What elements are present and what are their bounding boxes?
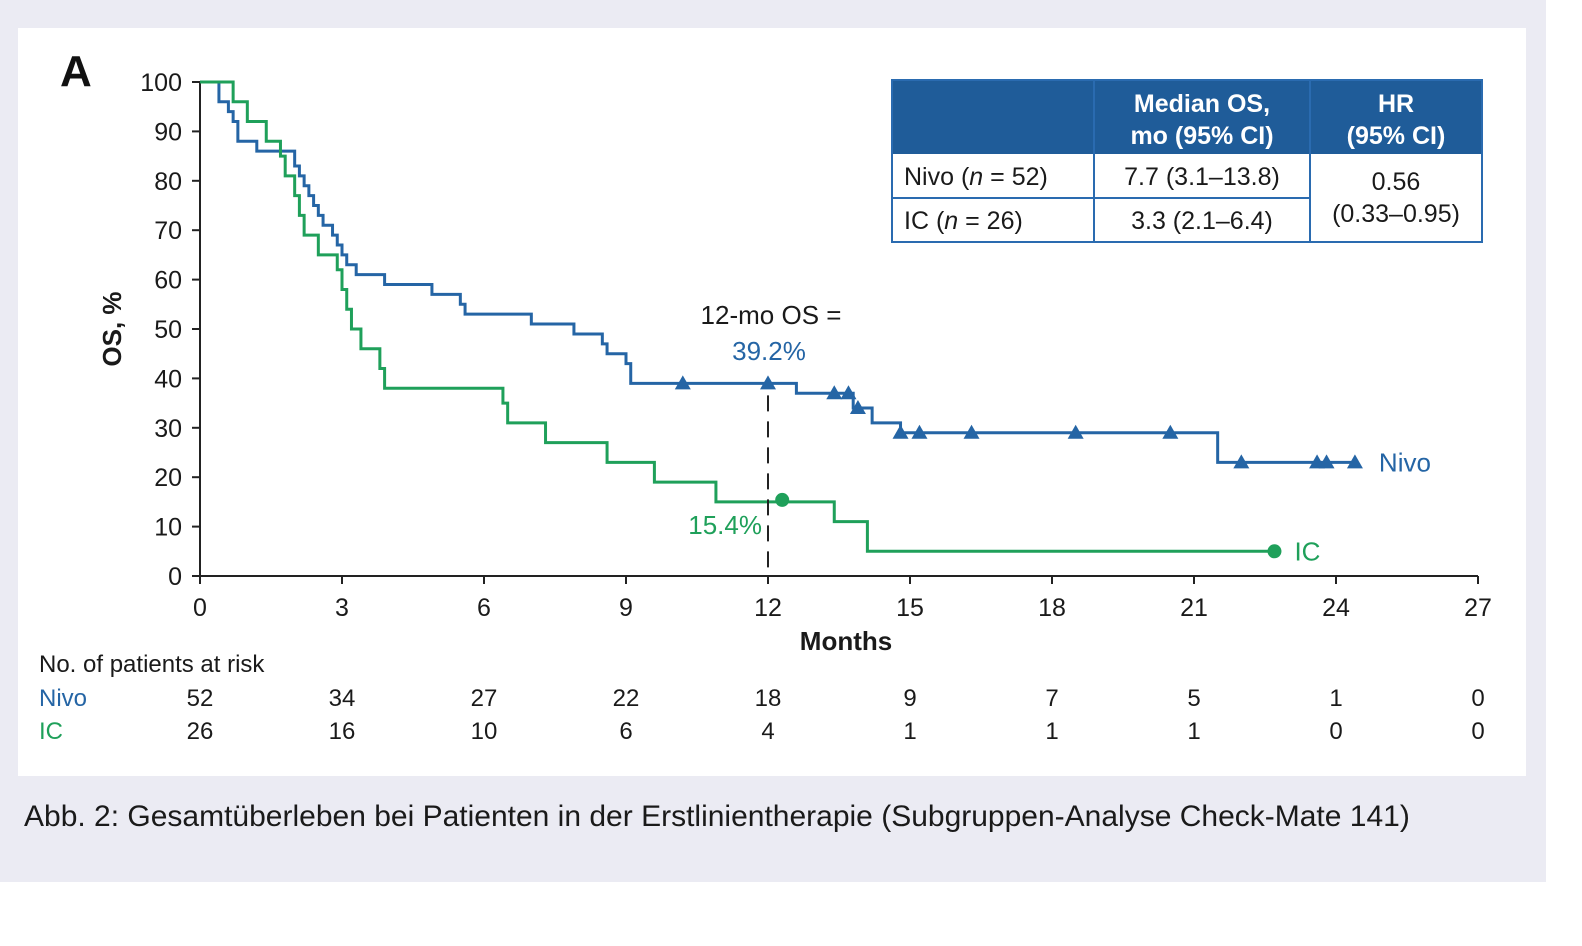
risk-count: 5 <box>1187 685 1200 712</box>
x-tick-label: 3 <box>335 594 349 622</box>
figure-frame: A 0 10 20 30 40 50 60 70 80 90 100 0 3 6 9 12 15 18 21 24 27… <box>0 0 1546 882</box>
annotation-ic-value: 15.4% <box>688 510 762 540</box>
x-axis-title: Months <box>800 626 892 656</box>
y-axis-title: OS, % <box>97 291 127 366</box>
table-header-median-line2: mo (95% CI) <box>1130 122 1273 150</box>
table-row-label-suffix: = 26) <box>958 207 1023 235</box>
figure-caption: Abb. 2: Gesamtüberleben bei Patienten in… <box>24 800 1410 833</box>
curve-nivo <box>200 80 1355 464</box>
censor-mark-nivo <box>1346 454 1363 469</box>
x-tick-label: 6 <box>477 594 491 622</box>
x-tick-label: 18 <box>1038 594 1066 622</box>
censor-mark-nivo <box>1318 454 1335 469</box>
censor-mark-nivo <box>840 385 857 400</box>
risk-row-label-ic: IC <box>39 718 63 745</box>
risk-count: 0 <box>1471 718 1484 745</box>
y-tick-label: 80 <box>154 168 182 196</box>
risk-count: 22 <box>613 685 640 712</box>
panel-label: A <box>60 47 92 96</box>
x-tick-label: 15 <box>896 594 924 622</box>
y-tick-label: 90 <box>154 118 182 146</box>
risk-count: 1 <box>1329 685 1342 712</box>
risk-table-title: No. of patients at risk <box>39 651 265 678</box>
x-tick-label: 21 <box>1180 594 1208 622</box>
censor-mark-nivo <box>1067 424 1084 439</box>
axes: 0 10 20 30 40 50 60 70 80 90 100 0 3 6 9 12 15 18 21 24 27 Mo… <box>97 69 1492 656</box>
risk-count: 1 <box>1187 718 1200 745</box>
table-header-median-line1: Median OS, <box>1134 90 1270 118</box>
table-row-label-prefix: IC ( <box>904 207 945 235</box>
chart-panel: A 0 10 20 30 40 50 60 70 80 90 100 0 3 6 9 12 15 18 21 24 27… <box>18 28 1526 776</box>
x-tick-label: 24 <box>1322 594 1350 622</box>
risk-count: 0 <box>1329 718 1342 745</box>
risk-count: 52 <box>187 685 214 712</box>
risk-count: 9 <box>903 685 916 712</box>
y-tick-label: 40 <box>154 365 182 393</box>
table-row-label-n: n <box>969 163 983 191</box>
censor-mark-ic <box>775 492 790 507</box>
y-tick-label: 30 <box>154 415 182 443</box>
y-tick-label: 0 <box>168 563 182 591</box>
risk-count: 6 <box>619 718 632 745</box>
risk-count: 0 <box>1471 685 1484 712</box>
censor-mark-nivo <box>849 400 866 415</box>
table-row-label-suffix: = 52) <box>983 163 1048 191</box>
curve-ic <box>200 80 1275 553</box>
table-header-background <box>892 80 1482 154</box>
survival-curves: Nivo IC <box>200 80 1431 566</box>
risk-count: 1 <box>903 718 916 745</box>
risk-count: 18 <box>755 685 782 712</box>
censor-mark-nivo <box>963 424 980 439</box>
table-median-value: 7.7 (3.1–13.8) <box>1124 163 1280 191</box>
censor-mark-nivo <box>892 424 909 439</box>
risk-count: 34 <box>329 685 356 712</box>
x-tick-label: 12 <box>754 594 782 622</box>
y-tick-label: 20 <box>154 464 182 492</box>
x-tick-label: 0 <box>193 594 207 622</box>
x-tick-label: 9 <box>619 594 633 622</box>
risk-count: 10 <box>471 718 498 745</box>
risk-count: 26 <box>187 718 214 745</box>
risk-count: 1 <box>1045 718 1058 745</box>
y-tick-label: 100 <box>140 69 182 97</box>
table-median-value: 3.3 (2.1–6.4) <box>1131 207 1273 235</box>
annotation-12mo-os: 12-mo OS = <box>701 300 842 330</box>
y-tick-label: 60 <box>154 267 182 295</box>
censor-mark-nivo <box>911 424 928 439</box>
risk-count: 7 <box>1045 685 1058 712</box>
censor-mark-ic <box>1267 544 1282 559</box>
median-os-table: Median OS,mo (95% CI)HR(95% CI)Nivo (n =… <box>891 79 1483 243</box>
risk-table: No. of patients at risk Nivo 52 34 27 22 18 9 7 5… <box>39 651 1485 745</box>
table-row-label: Nivo (n = 52) <box>904 163 1048 191</box>
y-tick-label: 50 <box>154 316 182 344</box>
table-row-label: IC (n = 26) <box>904 207 1023 235</box>
table-header-hr-line1: HR <box>1378 90 1414 118</box>
table-border <box>891 79 1483 243</box>
censor-mark-nivo <box>826 385 843 400</box>
risk-count: 4 <box>761 718 774 745</box>
table-header-hr-line2: (95% CI) <box>1347 122 1446 150</box>
y-tick-label: 70 <box>154 217 182 245</box>
table-hr-value: 0.56 <box>1372 168 1421 196</box>
table-hr-ci: (0.33–0.95) <box>1332 200 1460 228</box>
table-row-label-n: n <box>944 207 958 235</box>
annotation-nivo-value: 39.2% <box>732 336 806 366</box>
censor-mark-nivo <box>1233 454 1250 469</box>
x-tick-label: 27 <box>1464 594 1492 622</box>
annotations: 12-mo OS = 39.2% 15.4% <box>688 300 841 576</box>
risk-count: 16 <box>329 718 356 745</box>
table-row-label-prefix: Nivo ( <box>904 163 970 191</box>
risk-count: 27 <box>471 685 498 712</box>
censor-mark-nivo <box>674 375 691 390</box>
censor-mark-nivo <box>1162 424 1179 439</box>
series-end-label-nivo: Nivo <box>1379 447 1431 477</box>
y-tick-label: 10 <box>154 514 182 542</box>
risk-row-label-nivo: Nivo <box>39 685 87 712</box>
series-end-label-ic: IC <box>1294 536 1320 566</box>
censor-mark-nivo <box>760 375 776 390</box>
